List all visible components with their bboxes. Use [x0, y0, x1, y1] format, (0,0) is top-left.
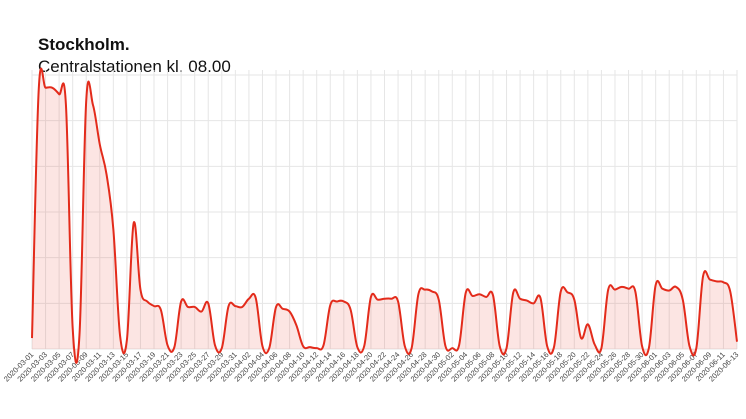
chart-subtitle: Centralstationen kl. 08.00	[38, 57, 231, 76]
chart-title: Stockholm.	[38, 35, 130, 54]
area	[32, 68, 737, 363]
line	[31, 67, 738, 364]
